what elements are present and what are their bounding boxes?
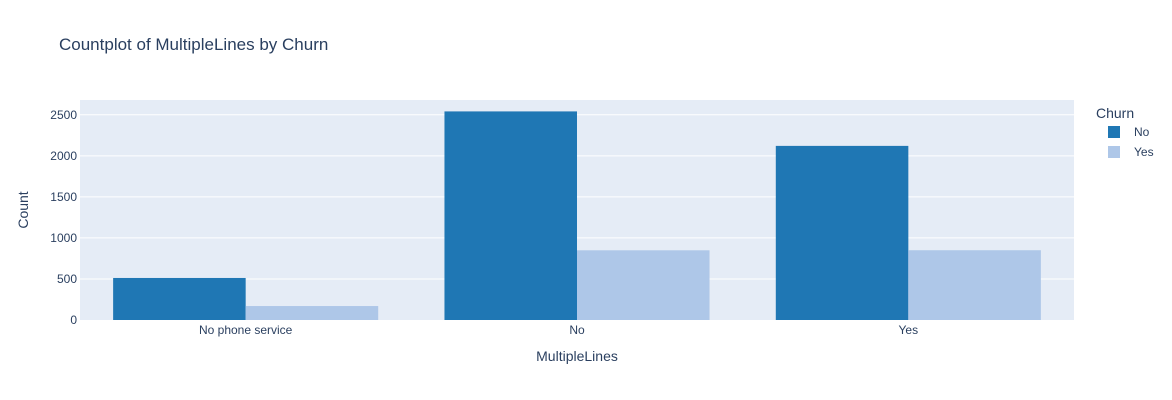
bar — [444, 111, 577, 320]
bars — [113, 111, 1041, 320]
chart-title: Countplot of MultipleLines by Churn — [59, 35, 328, 54]
y-tick-label: 2000 — [50, 149, 77, 163]
x-tick-label: No — [569, 323, 585, 337]
legend-items: No Yes — [1108, 125, 1154, 159]
y-axis-title: Count — [15, 191, 31, 228]
y-tick-label: 500 — [57, 272, 77, 286]
y-tick-label: 1000 — [50, 231, 77, 245]
y-axis-ticks: 0 500 1000 1500 2000 2500 — [50, 108, 77, 327]
legend-title: Churn — [1096, 105, 1134, 121]
x-axis-title: MultipleLines — [536, 348, 618, 364]
y-tick-label: 2500 — [50, 108, 77, 122]
legend-swatch — [1108, 126, 1120, 138]
legend-label: Yes — [1134, 145, 1154, 159]
bar — [908, 250, 1041, 320]
x-tick-label: No phone service — [199, 323, 293, 337]
x-axis-ticks: No phone service No Yes — [199, 323, 918, 337]
bar — [113, 277, 246, 320]
x-tick-label: Yes — [899, 323, 919, 337]
legend-swatch — [1108, 146, 1120, 158]
legend: Churn No Yes — [1096, 105, 1154, 159]
y-tick-label: 0 — [70, 313, 77, 327]
bar — [245, 306, 379, 320]
bar — [775, 145, 909, 320]
bar — [577, 250, 710, 320]
legend-label: No — [1134, 125, 1150, 139]
y-tick-label: 1500 — [50, 190, 77, 204]
